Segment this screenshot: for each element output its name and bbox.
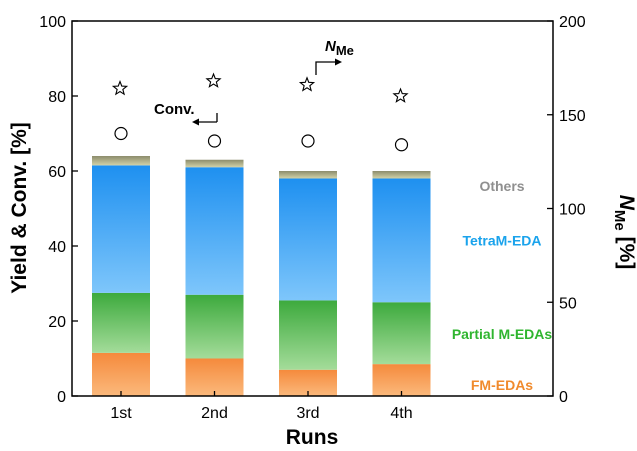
series-label-others: Others [479,178,524,194]
series-label-tetram-eda: TetraM-EDA [462,232,541,248]
y-tick-label: 80 [48,89,66,106]
bar-partial-m-edas-3rd [279,300,337,370]
y2-axis-title: NMe [%] [611,195,637,270]
y-tick-label: 20 [48,314,66,331]
bar-others-4th [372,171,431,179]
markers-layer [111,72,409,152]
bar-fm-edas-4th [372,364,431,396]
series-labels-layer: FM-EDAs Partial M-EDAs TetraM-EDA Others [452,178,553,393]
nme-point-4th [392,87,409,103]
bar-partial-m-edas-2nd [185,294,244,359]
y-axis-title: Yield & Conv. [%] [8,122,31,294]
nme-point-2nd [205,72,222,88]
y2-tick-label: 150 [559,108,586,125]
series-label-fm-edas: FM-EDAs [471,377,533,393]
bar-partial-m-edas-4th [372,302,431,365]
conv-arrow [197,113,218,123]
conv-point-1st [114,126,128,141]
bar-tetram-eda-3rd [279,178,337,301]
x-tick-label-2nd: 2nd [201,405,228,422]
nme-arrowhead [335,58,342,66]
ticks-layer: 0 20 40 60 80 100 0 50 100 150 200 1st 2nd 3rd 4th [39,14,586,422]
conv-annotation: Conv. [154,101,218,126]
nme-annotation: NMe [315,38,354,75]
nme-annotation-label: NMe [325,38,354,58]
y2-tick-label: 100 [559,202,586,219]
bar-others-3rd [279,171,337,179]
conv-point-4th [394,138,409,152]
x-tick-label-1st: 1st [110,405,132,422]
nme-point-1st [111,79,129,96]
bar-tetram-eda-1st [92,165,150,293]
y-tick-label: 0 [57,389,66,406]
nme-arrow [315,61,336,75]
bar-partial-m-edas-1st [92,292,150,353]
x-tick-label-4th: 4th [390,405,412,422]
bar-fm-edas-1st [92,352,150,396]
conv-arrowhead [192,118,199,126]
y2-tick-label: 50 [559,295,577,312]
conv-point-2nd [207,134,222,148]
x-tick-label-3rd: 3rd [296,405,319,422]
nme-point-3rd [298,76,316,92]
bars-layer [92,156,431,396]
bar-fm-edas-2nd [185,358,244,396]
bar-tetram-eda-4th [372,178,431,303]
series-label-partial-m-edas: Partial M-EDAs [452,326,553,342]
bar-tetram-eda-2nd [185,167,244,295]
conv-point-3rd [301,134,315,148]
y-tick-label: 60 [48,164,66,181]
y-tick-label: 100 [39,14,66,31]
y2-tick-label: 200 [559,14,586,31]
conv-annotation-label: Conv. [154,101,195,118]
x-axis-title: Runs [286,426,339,449]
y2-tick-label: 0 [559,389,568,406]
y-tick-label: 40 [48,239,66,256]
bar-others-1st [92,156,150,166]
bar-others-2nd [185,159,244,168]
